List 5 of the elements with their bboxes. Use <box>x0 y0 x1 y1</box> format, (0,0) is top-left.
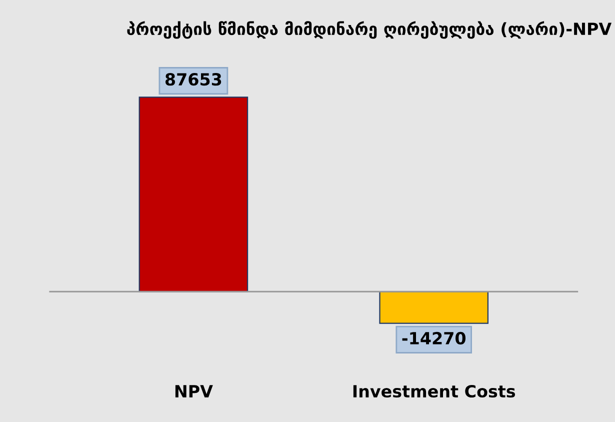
data-label: 87653 <box>165 73 222 86</box>
x-tick-label: NPV <box>175 385 213 398</box>
x-tick-label: Investment Costs <box>353 384 516 398</box>
data-label: -14270 <box>402 332 466 345</box>
chart-title: პროექტის წმინდა მიმდინარე ღირებულება (ლარი)-NPV <box>127 21 612 39</box>
